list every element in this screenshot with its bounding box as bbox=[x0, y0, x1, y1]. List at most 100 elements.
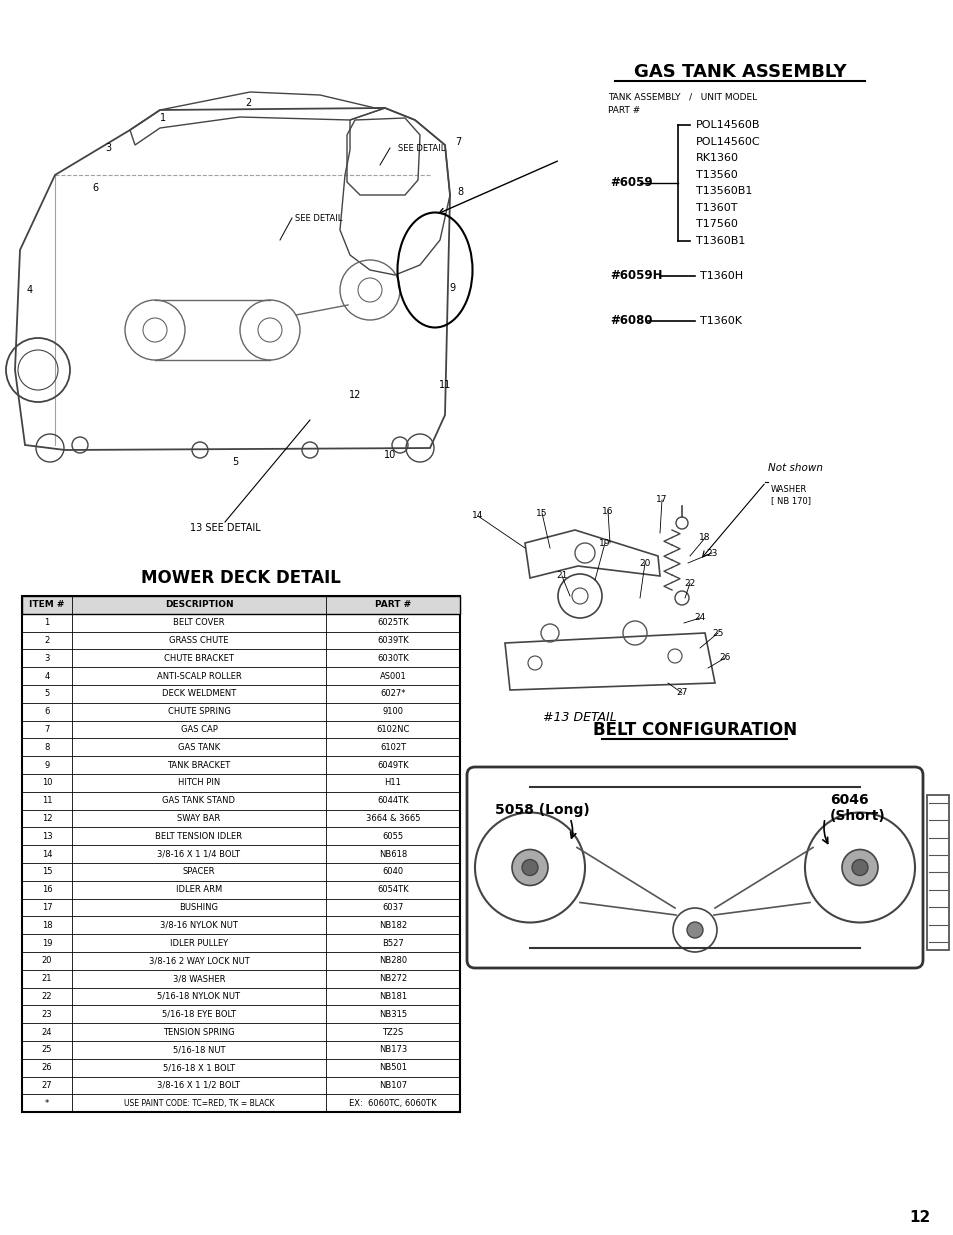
Text: GAS TANK ASSEMBLY: GAS TANK ASSEMBLY bbox=[633, 63, 845, 82]
Text: DESCRIPTION: DESCRIPTION bbox=[165, 600, 233, 609]
Text: 25: 25 bbox=[42, 1045, 52, 1055]
Text: 11: 11 bbox=[42, 797, 52, 805]
Text: 8: 8 bbox=[456, 186, 462, 198]
Circle shape bbox=[512, 850, 547, 885]
Text: [ NB 170]: [ NB 170] bbox=[770, 496, 810, 505]
Text: 6044TK: 6044TK bbox=[376, 797, 409, 805]
Text: TANK BRACKET: TANK BRACKET bbox=[167, 761, 231, 769]
Text: 9: 9 bbox=[45, 761, 50, 769]
Text: 3: 3 bbox=[44, 653, 50, 663]
Text: 3/8-16 NYLOK NUT: 3/8-16 NYLOK NUT bbox=[160, 921, 237, 930]
Text: 10: 10 bbox=[42, 778, 52, 788]
Text: NB181: NB181 bbox=[378, 992, 407, 1002]
Circle shape bbox=[686, 923, 702, 939]
Text: 3664 & 3665: 3664 & 3665 bbox=[365, 814, 420, 823]
Text: 18: 18 bbox=[699, 534, 710, 542]
Text: TANK ASSEMBLY   /   UNIT MODEL: TANK ASSEMBLY / UNIT MODEL bbox=[607, 93, 757, 101]
Bar bbox=[22, 597, 459, 1113]
Text: BELT CONFIGURATION: BELT CONFIGURATION bbox=[593, 721, 796, 739]
Text: T13560B1: T13560B1 bbox=[696, 186, 752, 196]
Text: 6025TK: 6025TK bbox=[376, 619, 409, 627]
Text: 6054TK: 6054TK bbox=[376, 885, 409, 894]
Text: 26: 26 bbox=[719, 653, 730, 662]
Text: 22: 22 bbox=[683, 578, 695, 588]
Text: 15: 15 bbox=[536, 509, 547, 517]
Text: 6055: 6055 bbox=[382, 832, 403, 841]
Text: 20: 20 bbox=[639, 558, 650, 568]
Text: GAS TANK STAND: GAS TANK STAND bbox=[162, 797, 235, 805]
Text: 6046
(Short): 6046 (Short) bbox=[829, 793, 884, 823]
Text: 21: 21 bbox=[42, 974, 52, 983]
Text: 17: 17 bbox=[656, 495, 667, 505]
Text: T13560: T13560 bbox=[696, 169, 737, 179]
Text: NB501: NB501 bbox=[378, 1063, 407, 1072]
Text: 3/8 WASHER: 3/8 WASHER bbox=[172, 974, 225, 983]
Text: 5/16-18 NUT: 5/16-18 NUT bbox=[172, 1045, 225, 1055]
Text: 27: 27 bbox=[676, 688, 687, 698]
Text: 12: 12 bbox=[349, 390, 361, 400]
Text: 13: 13 bbox=[42, 832, 52, 841]
Text: 6027*: 6027* bbox=[380, 689, 405, 699]
Text: IDLER PULLEY: IDLER PULLEY bbox=[170, 939, 228, 947]
Text: ANTI-SCALP ROLLER: ANTI-SCALP ROLLER bbox=[156, 672, 241, 680]
Text: 19: 19 bbox=[42, 939, 52, 947]
Text: Not shown: Not shown bbox=[767, 463, 822, 473]
Text: GAS TANK: GAS TANK bbox=[178, 742, 220, 752]
Text: CHUTE BRACKET: CHUTE BRACKET bbox=[164, 653, 233, 663]
Text: GAS CAP: GAS CAP bbox=[180, 725, 217, 734]
Text: 24: 24 bbox=[42, 1028, 52, 1036]
Text: 25: 25 bbox=[712, 629, 723, 637]
Text: NB182: NB182 bbox=[378, 921, 407, 930]
Text: #6059H: #6059H bbox=[609, 269, 661, 282]
Text: EX:  6060TC, 6060TK: EX: 6060TC, 6060TK bbox=[349, 1099, 436, 1108]
Text: USE PAINT CODE: TC=RED, TK = BLACK: USE PAINT CODE: TC=RED, TK = BLACK bbox=[124, 1099, 274, 1108]
Text: RK1360: RK1360 bbox=[696, 153, 739, 163]
Text: NB173: NB173 bbox=[378, 1045, 407, 1055]
Text: TZ2S: TZ2S bbox=[382, 1028, 403, 1036]
Text: 20: 20 bbox=[42, 956, 52, 966]
Text: 5: 5 bbox=[232, 457, 238, 467]
Text: 7: 7 bbox=[44, 725, 50, 734]
Text: 6039TK: 6039TK bbox=[376, 636, 409, 645]
Circle shape bbox=[521, 860, 537, 876]
Text: 5: 5 bbox=[45, 689, 50, 699]
Text: T1360K: T1360K bbox=[700, 315, 741, 326]
Text: 6102T: 6102T bbox=[379, 742, 406, 752]
Text: PART #: PART # bbox=[375, 600, 411, 609]
Text: ITEM #: ITEM # bbox=[30, 600, 65, 609]
Circle shape bbox=[841, 850, 877, 885]
Text: AS001: AS001 bbox=[379, 672, 406, 680]
Text: 6: 6 bbox=[44, 708, 50, 716]
Text: T1360B1: T1360B1 bbox=[696, 236, 744, 246]
Text: 21: 21 bbox=[556, 572, 567, 580]
Text: 13 SEE DETAIL: 13 SEE DETAIL bbox=[190, 522, 260, 534]
Text: BUSHING: BUSHING bbox=[179, 903, 218, 911]
Text: 5058 (Long): 5058 (Long) bbox=[495, 803, 589, 818]
Text: CHUTE SPRING: CHUTE SPRING bbox=[168, 708, 231, 716]
Text: *: * bbox=[45, 1099, 49, 1108]
Text: #6059: #6059 bbox=[609, 177, 652, 189]
Text: NB315: NB315 bbox=[378, 1010, 407, 1019]
Text: TENSION SPRING: TENSION SPRING bbox=[163, 1028, 234, 1036]
Text: NB618: NB618 bbox=[378, 850, 407, 858]
Text: BELT TENSION IDLER: BELT TENSION IDLER bbox=[155, 832, 242, 841]
Text: SEE DETAIL: SEE DETAIL bbox=[294, 214, 342, 222]
Text: NB280: NB280 bbox=[378, 956, 407, 966]
Text: 10: 10 bbox=[383, 450, 395, 459]
Text: B527: B527 bbox=[382, 939, 403, 947]
Text: 18: 18 bbox=[42, 921, 52, 930]
Text: 8: 8 bbox=[44, 742, 50, 752]
Text: 11: 11 bbox=[438, 380, 451, 390]
Text: 2: 2 bbox=[45, 636, 50, 645]
Text: 15: 15 bbox=[42, 867, 52, 877]
Text: 22: 22 bbox=[42, 992, 52, 1002]
Bar bbox=[926, 795, 948, 950]
Text: 6: 6 bbox=[91, 183, 98, 193]
Text: 23: 23 bbox=[42, 1010, 52, 1019]
Text: 6030TK: 6030TK bbox=[376, 653, 409, 663]
Text: BELT COVER: BELT COVER bbox=[173, 619, 225, 627]
Text: 6102NC: 6102NC bbox=[375, 725, 409, 734]
Text: 3/8-16 X 1 1/4 BOLT: 3/8-16 X 1 1/4 BOLT bbox=[157, 850, 240, 858]
Text: 14: 14 bbox=[42, 850, 52, 858]
Text: 16: 16 bbox=[42, 885, 52, 894]
